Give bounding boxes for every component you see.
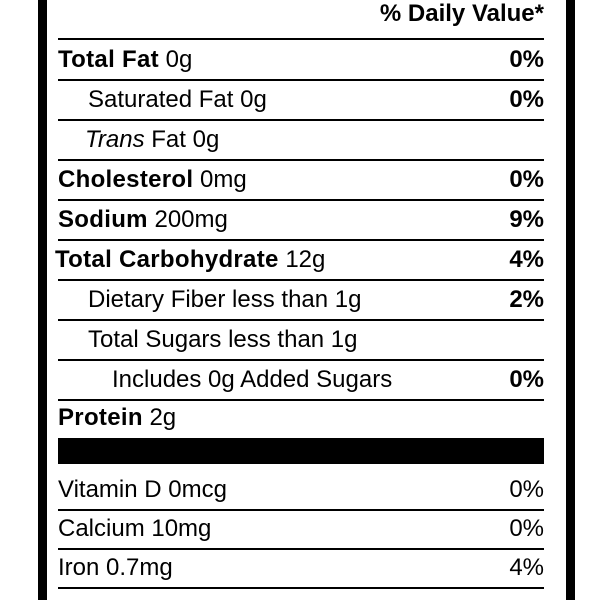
nutrient-row: Sodium 200mg 9% xyxy=(58,200,544,240)
nutrient-name: Iron xyxy=(58,554,100,581)
daily-value: 2% xyxy=(509,286,544,313)
nutrient-text: Vitamin D 0mcg xyxy=(58,470,227,510)
nutrient-text: Total Fat 0g xyxy=(58,40,192,80)
nutrient-text: Trans Fat 0g xyxy=(85,120,219,160)
rule xyxy=(58,199,544,201)
rule xyxy=(58,119,544,121)
nutrient-amount: 0.7mg xyxy=(106,554,173,581)
nutrient-row: Total Carbohydrate 12g 4% xyxy=(55,240,544,280)
nutrient-name: Total Fat xyxy=(58,46,159,73)
nutrient-amount: 0mg xyxy=(200,166,247,193)
nutrient-name: Total Sugars xyxy=(88,326,222,353)
nutrient-row: Protein 2g xyxy=(58,398,544,438)
header-row: % Daily Value* xyxy=(58,0,544,34)
nutrient-row: Total Sugars less than 1g xyxy=(58,320,544,360)
rule xyxy=(58,279,544,281)
daily-value-heading: % Daily Value* xyxy=(379,0,544,27)
nutrient-name: Sodium xyxy=(58,206,148,233)
nutrient-text: Includes 0g Added Sugars xyxy=(112,360,392,400)
nutrient-row: Dietary Fiber less than 1g 2% xyxy=(58,280,544,320)
nutrient-text: Calcium 10mg xyxy=(58,509,211,549)
nutrient-amount: 2g xyxy=(149,404,177,431)
nutrient-amount: 0g xyxy=(240,86,267,113)
nutrient-amount: 10mg xyxy=(151,515,212,542)
nutrient-amount: less than 1g xyxy=(232,286,362,313)
nutrient-row: Trans Fat 0g xyxy=(58,120,544,160)
rule xyxy=(58,159,544,161)
rule xyxy=(58,587,544,589)
nutrient-amount: 0mcg xyxy=(168,476,227,503)
rule xyxy=(58,359,544,361)
daily-value: 9% xyxy=(509,206,544,233)
nutrient-row: Calcium 10mg 0% xyxy=(58,509,544,549)
nutrient-text: Sodium 200mg xyxy=(58,200,228,240)
label-border-right xyxy=(566,0,575,600)
nutrient-name: Includes 0g Added Sugars xyxy=(112,366,393,393)
nutrient-name: Cholesterol xyxy=(58,166,194,193)
rule xyxy=(58,509,544,511)
thick-rule xyxy=(58,438,544,464)
rule xyxy=(58,38,544,40)
nutrient-row: Includes 0g Added Sugars 0% xyxy=(58,360,544,400)
nutrient-text: Total Sugars less than 1g xyxy=(88,320,358,360)
nutrient-name: Dietary Fiber xyxy=(88,286,226,313)
nutrient-row: Vitamin D 0mcg 0% xyxy=(58,470,544,510)
daily-value: 4% xyxy=(509,246,544,273)
nutrient-amount: 0g xyxy=(165,46,193,73)
rule xyxy=(58,399,544,401)
nutrient-amount: less than 1g xyxy=(228,326,358,353)
rule xyxy=(58,319,544,321)
nutrient-row: Saturated Fat 0g 0% xyxy=(58,80,544,120)
nutrient-text: Total Carbohydrate 12g xyxy=(55,240,325,280)
nutrient-name: Total Carbohydrate xyxy=(55,246,279,273)
nutrient-name: Protein xyxy=(58,404,143,431)
nutrient-name: Vitamin D xyxy=(58,476,162,503)
nutrient-row: Total Fat 0g 0% xyxy=(58,40,544,80)
daily-value: 0% xyxy=(509,515,544,542)
nutrient-amount: 0g xyxy=(192,126,220,153)
rule xyxy=(58,79,544,81)
nutrient-text: Saturated Fat 0g xyxy=(88,80,267,120)
rule xyxy=(58,548,544,550)
daily-value: 0% xyxy=(509,366,544,393)
nutrient-text: Dietary Fiber less than 1g xyxy=(88,280,361,320)
daily-value: 0% xyxy=(509,86,544,113)
nutrient-text: Protein 2g xyxy=(58,398,176,438)
rule xyxy=(58,239,544,241)
nutrient-name: Saturated Fat xyxy=(88,86,234,113)
nutrient-row: Iron 0.7mg 4% xyxy=(58,548,544,588)
nutrient-name: Calcium xyxy=(58,515,145,542)
nutrient-amount: 12g xyxy=(285,246,326,273)
nutrient-text: Iron 0.7mg xyxy=(58,548,173,588)
daily-value: 0% xyxy=(509,46,544,73)
daily-value: 0% xyxy=(509,166,544,193)
nutrient-name: Trans xyxy=(85,126,145,153)
daily-value: 0% xyxy=(509,476,544,503)
nutrient-row: Cholesterol 0mg 0% xyxy=(58,160,544,200)
nutrient-name: Fat xyxy=(151,126,186,153)
label-border-left xyxy=(38,0,47,600)
nutrient-text: Cholesterol 0mg xyxy=(58,160,247,200)
daily-value: 4% xyxy=(509,554,544,581)
nutrient-amount: 200mg xyxy=(154,206,228,233)
